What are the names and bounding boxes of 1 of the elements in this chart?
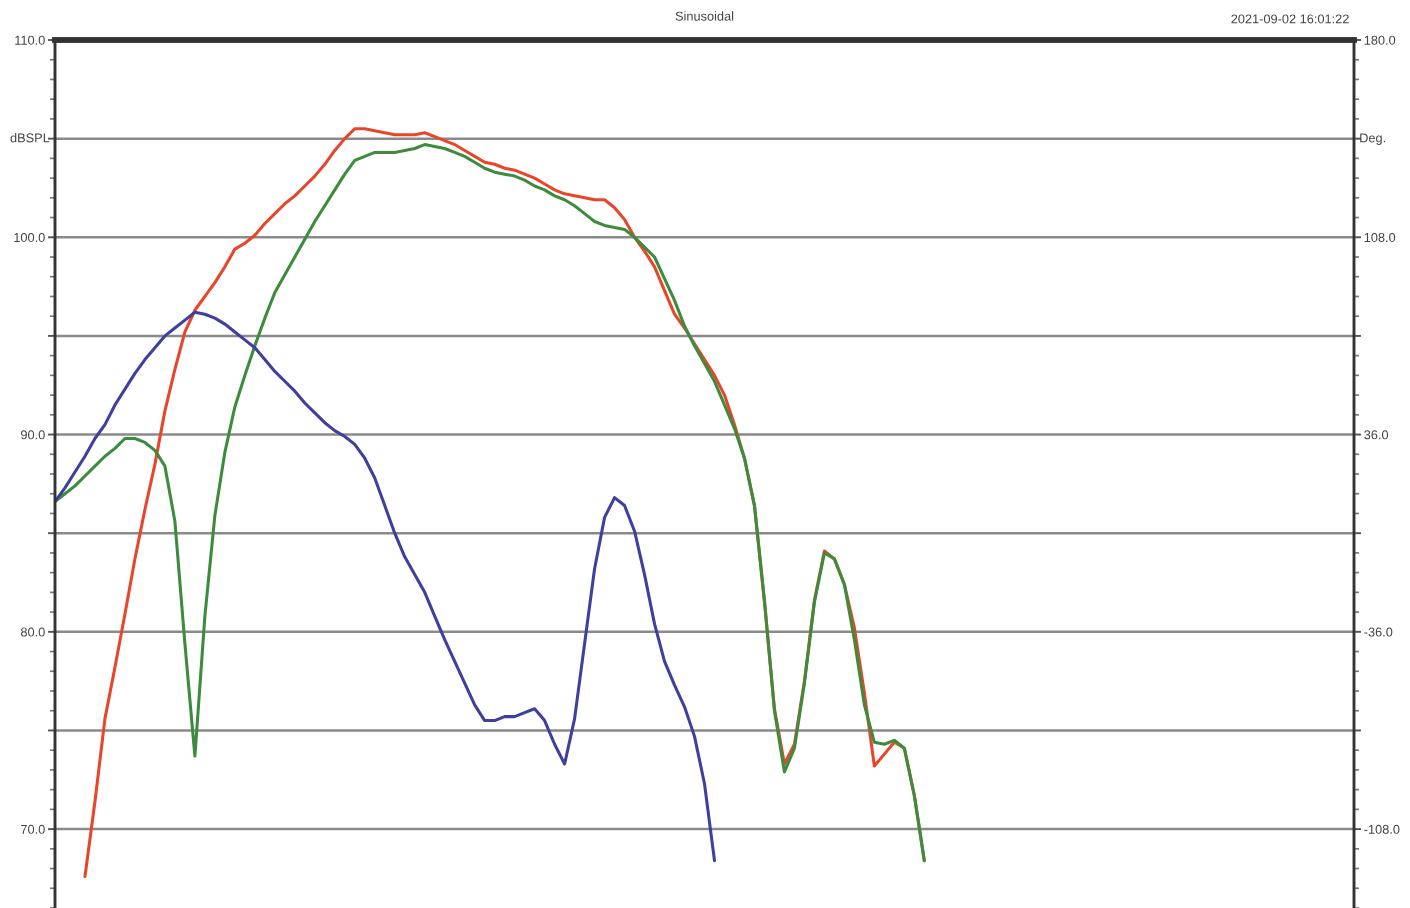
line-series <box>55 310 717 863</box>
